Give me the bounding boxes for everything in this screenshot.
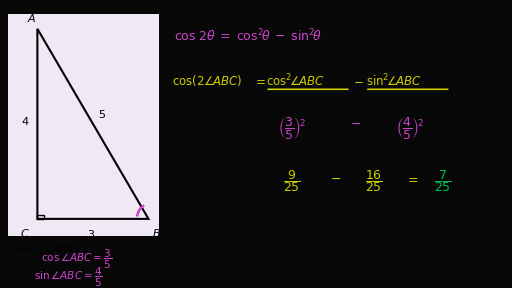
- Text: 3: 3: [88, 230, 95, 240]
- Text: 4: 4: [21, 118, 28, 127]
- Text: $\dfrac{16}{25}$: $\dfrac{16}{25}$: [365, 168, 382, 194]
- Text: $-$: $-$: [330, 172, 341, 185]
- Text: $\mathrm{cos}\;2\theta\;=\;\mathrm{cos}^2\!\theta\;-\;\mathrm{sin}^2\!\theta$: $\mathrm{cos}\;2\theta\;=\;\mathrm{cos}^…: [174, 28, 323, 44]
- Text: $\mathrm{cos}\,\angle ABC = \dfrac{3}{5}$: $\mathrm{cos}\,\angle ABC = \dfrac{3}{5}…: [41, 248, 112, 271]
- Text: C: C: [20, 229, 28, 239]
- Text: $\mathrm{cos}^2\!\angle \!ABC$: $\mathrm{cos}^2\!\angle \!ABC$: [266, 72, 325, 89]
- Text: $\left(\dfrac{3}{5}\right)^{\!2}$: $\left(\dfrac{3}{5}\right)^{\!2}$: [278, 115, 306, 141]
- Text: $-$: $-$: [353, 74, 364, 87]
- Text: $\left(\dfrac{4}{5}\right)^{\!2}$: $\left(\dfrac{4}{5}\right)^{\!2}$: [396, 115, 423, 141]
- Text: 5: 5: [98, 110, 105, 120]
- Bar: [8, 14, 159, 236]
- Text: $\mathrm{sin}^2\!\angle \!ABC$: $\mathrm{sin}^2\!\angle \!ABC$: [366, 72, 421, 89]
- Text: $\mathrm{sin}\,\angle ABC = \dfrac{4}{5}$: $\mathrm{sin}\,\angle ABC = \dfrac{4}{5}…: [34, 266, 102, 288]
- Text: $\mathrm{cos}(2 \cdot \angle ABC) = \,?$: $\mathrm{cos}(2 \cdot \angle ABC) = \,?$: [15, 243, 90, 255]
- Text: $\dfrac{9}{25}$: $\dfrac{9}{25}$: [283, 168, 301, 194]
- Text: $=$: $=$: [406, 172, 419, 185]
- Text: $=$: $=$: [253, 74, 266, 87]
- Text: B: B: [153, 229, 160, 239]
- Text: $\mathrm{cos}(2\angle \!ABC)$: $\mathrm{cos}(2\angle \!ABC)$: [172, 73, 242, 88]
- Text: $-$: $-$: [350, 117, 361, 130]
- Text: $\dfrac{7}{25}$: $\dfrac{7}{25}$: [434, 168, 452, 194]
- Text: A: A: [28, 14, 35, 24]
- Bar: [37, 215, 44, 219]
